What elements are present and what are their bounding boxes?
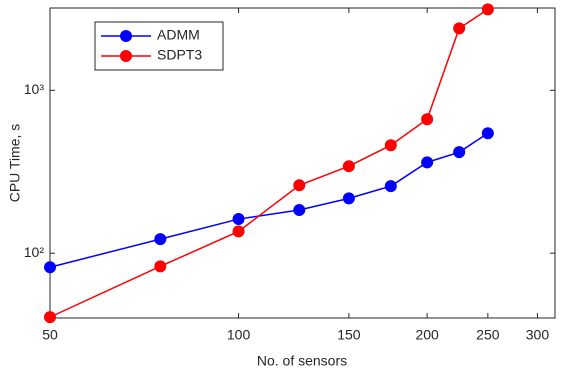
legend-label: SDPT3 (157, 47, 202, 63)
data-point (421, 156, 434, 169)
x-axis-label: No. of sensors (257, 353, 347, 369)
data-point (453, 146, 466, 159)
data-point (44, 311, 56, 324)
y-tick-label: 10³ (24, 81, 45, 97)
data-point (481, 3, 494, 16)
data-point (342, 160, 355, 173)
legend-marker (120, 50, 132, 62)
y-axis-label: CPU Time, s (7, 124, 23, 203)
data-point (154, 233, 167, 246)
x-tick-label: 150 (337, 327, 361, 343)
data-point (421, 113, 434, 126)
legend-label: ADMM (157, 27, 200, 43)
y-tick-label: 10² (24, 244, 45, 260)
series-line (49, 132, 489, 268)
data-point (293, 179, 306, 192)
legend-box (94, 21, 224, 71)
data-point (232, 225, 245, 238)
data-point (232, 213, 245, 226)
data-point (154, 260, 167, 273)
legend-marker (120, 30, 132, 42)
x-tick-label: 50 (42, 327, 58, 343)
plot-frame (49, 7, 556, 319)
data-point (384, 139, 397, 152)
data-point (481, 127, 494, 140)
x-tick-label: 100 (227, 327, 251, 343)
x-tick-label: 250 (476, 327, 500, 343)
data-point (342, 192, 355, 205)
data-point (384, 180, 397, 193)
data-point (293, 204, 306, 217)
data-point (453, 22, 466, 35)
x-tick-label: 200 (415, 327, 439, 343)
x-tick-label: 300 (526, 327, 550, 343)
data-point (44, 261, 56, 274)
